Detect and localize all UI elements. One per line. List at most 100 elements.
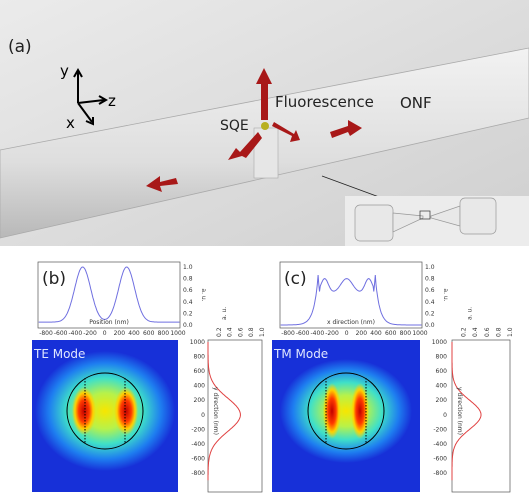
- side-x-label: a. u.: [466, 307, 473, 320]
- y-tick-label: -400: [433, 441, 447, 448]
- y-tick-label: -200: [433, 426, 447, 433]
- y-tick-label: 0.4: [183, 299, 193, 306]
- x-tick-label: 600: [385, 330, 397, 337]
- y-tick-label: 1.0: [183, 264, 193, 271]
- y-tick-label: 0.8: [183, 276, 193, 283]
- y-tick-label: 0.2: [425, 310, 435, 317]
- side-tick-label: 0.8: [495, 327, 502, 337]
- sqe-dot: [261, 122, 269, 130]
- y-tick-label: 0.4: [425, 299, 435, 306]
- x-tick-label: 1000: [412, 330, 427, 337]
- panel-a: y z x (a) SQE Fluorescence ONF: [0, 0, 529, 246]
- side-tick-label: 0.4: [472, 327, 479, 337]
- x-tick-label: -800: [39, 330, 53, 337]
- field-glow: [280, 359, 412, 463]
- x-tick-label: 0: [103, 330, 107, 337]
- panel-label: (c): [284, 269, 307, 289]
- y-tick-label: 200: [194, 397, 206, 404]
- y-tick-label: -200: [191, 426, 205, 433]
- x-tick-label: -600: [296, 330, 310, 337]
- y-tick-label: 0.0: [183, 322, 193, 329]
- y-tick-label: 600: [194, 368, 206, 375]
- x-tick-label: -600: [54, 330, 68, 337]
- y-tick-label: -600: [433, 455, 447, 462]
- x-tick-label: -400: [69, 330, 83, 337]
- axis-z: z: [108, 92, 116, 110]
- annotation-sqe: SQE: [220, 118, 249, 134]
- x-tick-label: 800: [400, 330, 412, 337]
- arrows: [146, 68, 362, 192]
- x-tick-label: -200: [83, 330, 97, 337]
- y-tick-label: 400: [194, 383, 206, 390]
- y-tick-label: 0.8: [425, 276, 435, 283]
- x-tick-label: 400: [370, 330, 382, 337]
- side-tick-label: 1.0: [507, 327, 514, 337]
- x-tick-label: -200: [325, 330, 339, 337]
- x-tick-label: 200: [114, 330, 126, 337]
- panel-label: (b): [42, 269, 66, 289]
- side-tick-label: 1.0: [259, 327, 266, 337]
- y-axis-label: a. u.: [200, 288, 207, 301]
- side-tick-label: 0.2: [216, 327, 223, 337]
- fiber-outline: [307, 372, 385, 450]
- x-axis-label: x direction (nm): [327, 319, 375, 326]
- y-tick-label: 1.0: [425, 264, 435, 271]
- axes-icon: [73, 67, 109, 126]
- field-hotspot: [351, 383, 369, 439]
- side-tick-label: 0.8: [248, 327, 255, 337]
- side-x-label: a. u.: [221, 307, 228, 320]
- side-tick-label: 0.6: [484, 327, 491, 337]
- field-hotspot: [323, 383, 341, 439]
- y-tick-label: 200: [436, 397, 448, 404]
- x-tick-label: -400: [311, 330, 325, 337]
- side-box: [207, 339, 263, 493]
- y-tick-label: 1000: [432, 339, 447, 346]
- y-tick-label: 0.6: [183, 287, 193, 294]
- x-tick-label: 400: [128, 330, 140, 337]
- side-y-label: y direction (nm): [212, 387, 219, 435]
- y-tick-label: -600: [191, 455, 205, 462]
- panel-b: -800 -600 -400 -200 0 200 400 600 800 1000Positio…: [32, 261, 266, 493]
- side-tick-label: 0.4: [227, 327, 234, 337]
- x-tick-label: 800: [158, 330, 170, 337]
- side-y-label: y direction (nm): [456, 387, 463, 435]
- y-tick-label: 0: [443, 412, 447, 419]
- side-curve: [207, 342, 241, 481]
- y-tick-label: 1000: [190, 339, 205, 346]
- y-tick-label: 400: [436, 383, 448, 390]
- y-tick-label: 800: [436, 354, 448, 361]
- side-curve: [451, 342, 482, 481]
- fiber-outline: [66, 372, 144, 450]
- y-tick-label: 0.6: [425, 287, 435, 294]
- field-hotspot: [114, 387, 138, 435]
- y-tick-label: 0: [201, 412, 205, 419]
- x-axis-label: Position (nm): [89, 319, 129, 326]
- axis-y: y: [60, 62, 69, 80]
- mode-label: TE Mode: [33, 347, 85, 361]
- side-tick-label: 0.6: [237, 327, 244, 337]
- x-tick-label: 600: [143, 330, 155, 337]
- annotation-onf: ONF: [400, 94, 432, 112]
- field-hotspot: [72, 387, 96, 435]
- mode-label: TM Mode: [273, 347, 328, 361]
- panel-label: (a): [8, 37, 32, 57]
- y-tick-label: -800: [191, 470, 205, 477]
- y-tick-label: -400: [191, 441, 205, 448]
- profile-curve: [280, 275, 422, 326]
- profile-box: [279, 261, 423, 329]
- y-tick-label: 0.2: [183, 310, 193, 317]
- axis-x: x: [66, 114, 75, 132]
- field-glow: [35, 351, 175, 471]
- y-tick-label: 600: [436, 368, 448, 375]
- y-tick-label: -800: [433, 470, 447, 477]
- x-tick-label: 200: [356, 330, 368, 337]
- profile-curve: [38, 266, 180, 323]
- inset: [345, 196, 529, 246]
- x-tick-label: 1000: [170, 330, 185, 337]
- side-tick-label: 0.2: [461, 327, 468, 337]
- annotation-fluorescence: Fluorescence: [275, 93, 374, 111]
- x-tick-label: -800: [281, 330, 295, 337]
- y-tick-label: 800: [194, 354, 206, 361]
